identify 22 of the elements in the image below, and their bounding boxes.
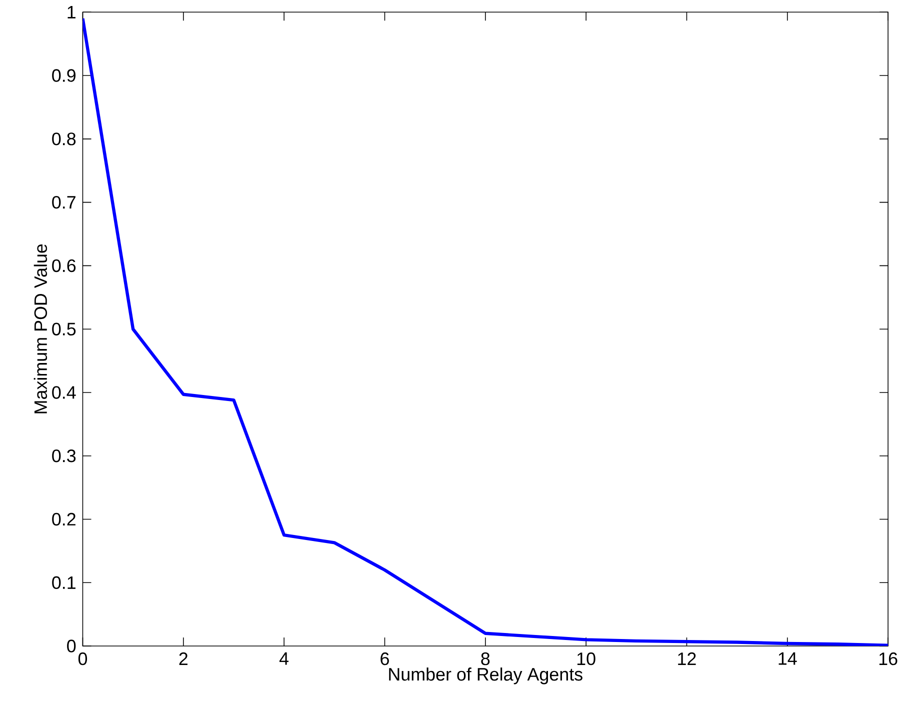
x-tick-label: 8: [481, 652, 490, 666]
y-tick-label: 1: [68, 6, 76, 18]
x-tick-label: 12: [678, 652, 696, 666]
x-axis-title: Number of Relay Agents: [389, 668, 582, 684]
x-tick-label: 0: [78, 652, 88, 666]
x-tick-label: 2: [179, 652, 188, 666]
x-tick-label: 10: [577, 652, 596, 666]
x-tick-label: 4: [279, 652, 289, 665]
x-tick-label: 16: [879, 652, 898, 666]
y-tick-label: 0.2: [52, 512, 76, 526]
y-axis-title: Maximum POD Value: [34, 244, 48, 414]
x-tick-label: 14: [778, 652, 797, 665]
y-tick-label: 0: [67, 640, 76, 652]
y-tick-label: 0.8: [52, 132, 76, 146]
y-tick-label: 0.9: [52, 69, 76, 82]
y-tick-label: 0.5: [52, 322, 76, 336]
y-tick-label: 0.7: [52, 196, 76, 209]
y-tick-label: 0.6: [52, 259, 76, 272]
x-tick-label: 6: [380, 652, 389, 666]
y-tick-label: 0.1: [52, 576, 76, 590]
y-tick-label: 0.3: [52, 450, 76, 462]
y-tick-label: 0.4: [52, 386, 76, 399]
